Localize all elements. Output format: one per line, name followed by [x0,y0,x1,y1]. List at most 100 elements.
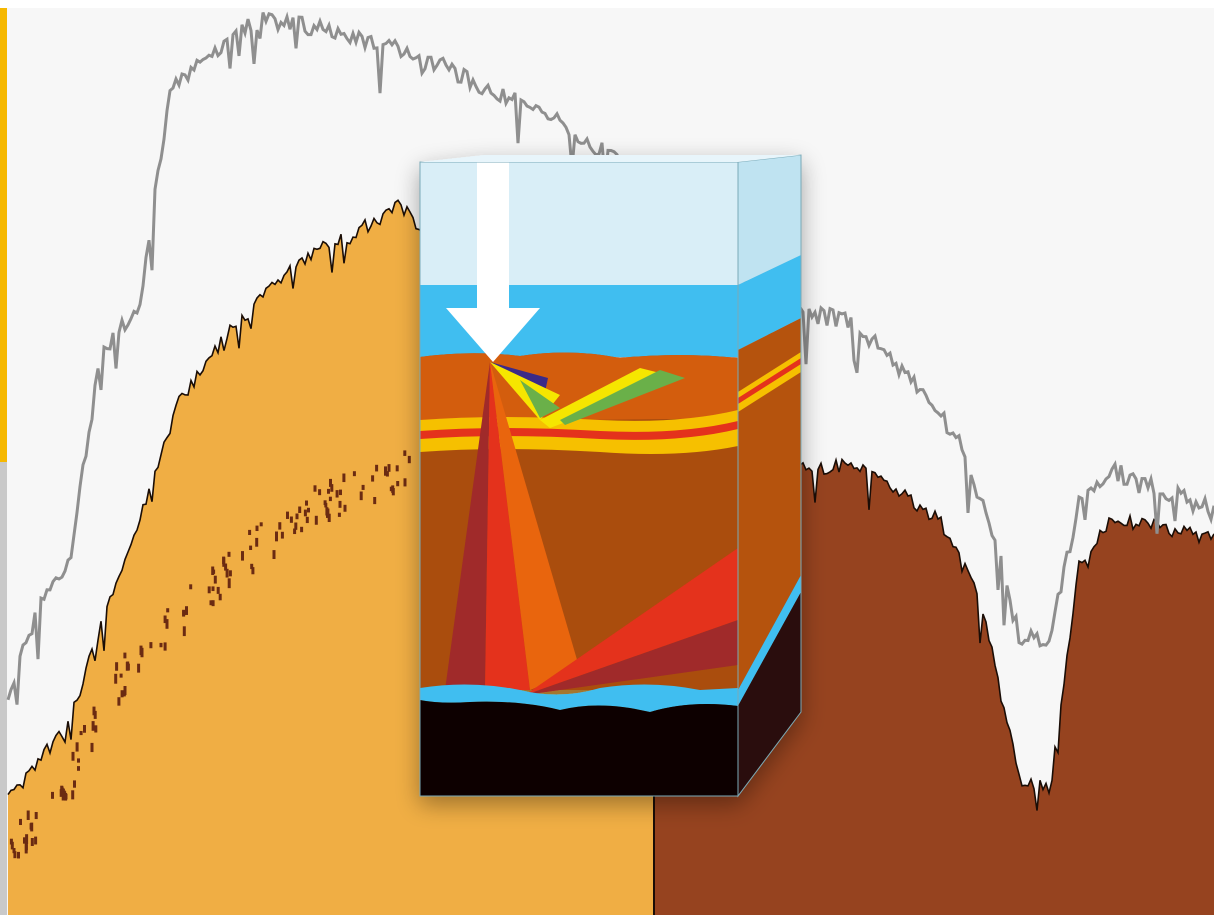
scatter-dot [115,662,119,671]
scatter-dot [207,586,211,594]
scatter-dot [189,584,193,590]
scatter-dot [241,551,244,561]
scatter-dot [384,466,387,476]
block-sky [420,162,738,286]
scatter-dot [298,506,302,513]
scatter-dot [407,455,411,464]
block-side-red-band [738,358,801,404]
scatter-dot [359,491,363,501]
scatter-dot [385,471,389,477]
scatter-dot [275,531,278,542]
scatter-dot [303,509,307,517]
scatter-dot [94,725,98,733]
scatter-dot [324,502,328,508]
scatter-dot [77,766,80,771]
scatter-dot [289,516,293,523]
block-top-face [420,155,801,162]
scatter-dot [307,507,310,513]
scatter-dot [373,497,377,505]
scatter-dot [216,586,220,594]
scatter-dot [126,663,130,671]
scatter-dot [343,504,347,512]
block-side-bedrock [738,592,801,796]
scatter-dot [255,537,259,547]
scatter-dot [330,484,334,492]
scatter-dot [280,531,284,539]
scatter-dot [250,563,254,570]
scatter-dot [165,619,169,629]
scatter-dot [255,525,259,532]
scatter-dot [213,575,217,584]
scatter-dot [114,673,118,684]
scatter-dot [335,490,339,498]
scatter-dot [17,851,20,859]
scatter-dot [305,500,308,506]
left-edge-grey-bar [0,462,7,915]
scatter-dot [25,834,29,845]
block-ray-red [485,362,530,690]
scatter-dot [13,851,17,859]
scatter-dot [90,742,94,753]
scatter-dot [222,557,226,567]
reflected-spectrum-dots [9,450,411,859]
scatter-dot [227,578,231,589]
scatter-dot [182,626,186,637]
block-bedrock [420,700,738,796]
scatter-dot [149,642,153,649]
block-side-water [738,255,801,350]
scatter-dot [218,593,222,601]
scatter-dot [139,645,143,656]
scatter-dot [314,515,318,525]
layered-block [419,154,802,798]
block-ray-dark-red-lateral [525,620,738,695]
scatter-dot [79,731,83,736]
scatter-dot [338,500,342,508]
scatter-dot [259,522,263,527]
scatter-dot [395,465,399,472]
scatter-dot [327,513,331,523]
scatter-dot [209,600,213,606]
scatter-dot [313,485,317,492]
scatter-dot [23,837,26,844]
scatter-dot [75,742,79,752]
block-ray-red-lateral [525,548,738,695]
scatter-dot [212,569,216,574]
scatter-dot [83,725,86,733]
scatter-dot [339,489,342,496]
scatter-dot [182,611,186,616]
block-side-soil [738,318,801,690]
scatter-dot [318,489,322,496]
scatter-dot [375,464,379,472]
scatter-dot [159,642,163,648]
scatter-dot [34,836,38,845]
scatter-dot [30,838,34,847]
scatter-dot [29,823,33,830]
scatter-dot [92,706,96,716]
block-water-bottom [420,684,738,712]
left-edge-accent-bar [0,0,7,462]
block-ray-dark-red [445,362,490,690]
block-ray-green-reflect [560,370,685,425]
scatter-dot [227,551,231,557]
scatter-dot [77,758,80,763]
scatter-dot [34,812,38,820]
scatter-dot [163,642,167,651]
reference-spectrum-curve [6,11,1214,705]
scatter-dot [71,790,75,800]
scatter-dot [248,529,252,535]
scatter-dot [361,484,365,490]
scatter-dot [211,600,215,607]
scatter-dot [305,516,309,524]
scatter-dot [352,471,356,477]
scatter-dot [123,686,127,696]
scatter-dot [185,606,188,615]
scatter-dot [225,568,229,578]
scatter-dot [326,509,329,518]
scatter-dot [251,567,255,575]
top-margin [0,0,1214,8]
scatter-dot [10,841,14,850]
scatter-dot [166,608,170,613]
scatter-dot [329,478,332,487]
